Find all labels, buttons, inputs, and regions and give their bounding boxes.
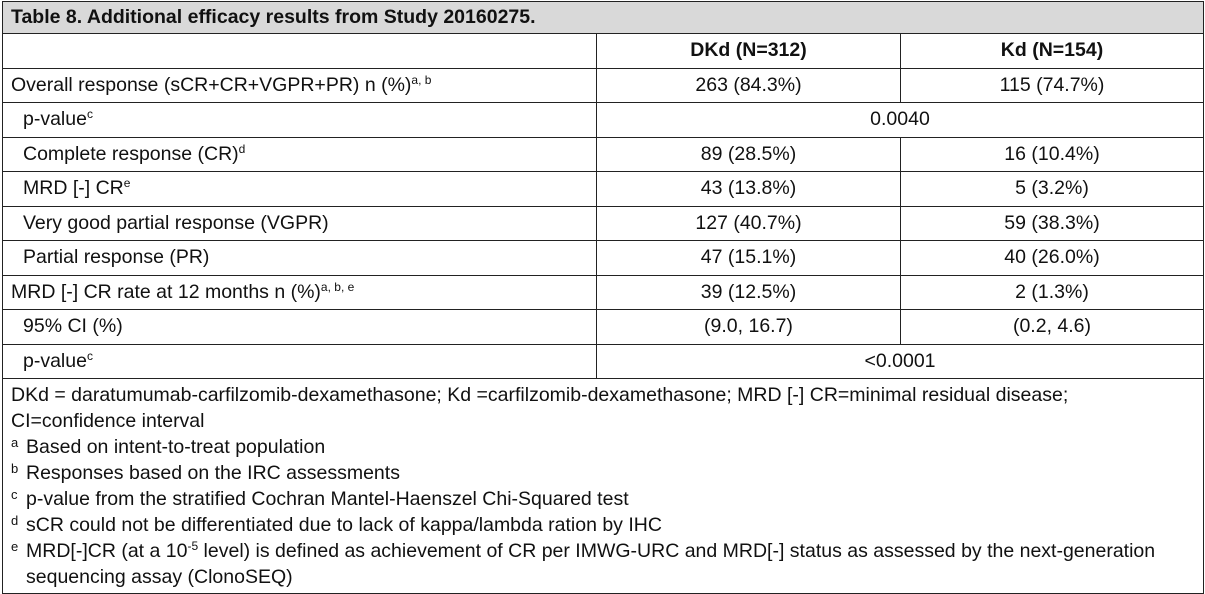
kd-cell: 5 (3.2%) (900, 171, 1204, 207)
table-row: Very good partial response (VGPR) 127 (4… (2, 205, 1204, 241)
table-row: p-valuec <0.0001 (2, 343, 1204, 379)
footnote-text: sCR could not be differentiated due to l… (26, 514, 662, 536)
row-label: Partial response (PR) (2, 240, 597, 276)
table-row: MRD [-] CRe 43 (13.8%) 5 (3.2%) (2, 171, 1204, 207)
footnote: b Responses based on the IRC assessments (11, 460, 1195, 486)
kd-cell: 40 (26.0%) (900, 240, 1204, 276)
merged-cell: <0.0001 (596, 343, 1204, 379)
row-label: MRD [-] CR rate at 12 months n (%)a, b, … (2, 274, 597, 310)
footnote-text: MRD[-]CR (at a 10-5 level) is defined as… (26, 539, 1156, 588)
table-row: MRD [-] CR rate at 12 months n (%)a, b, … (2, 274, 1204, 310)
table-row: Partial response (PR) 47 (15.1%) 40 (26.… (2, 240, 1204, 276)
dkd-cell: (9.0, 16.7) (596, 309, 901, 345)
kd-cell: 115 (74.7%) (900, 67, 1204, 103)
row-label: Complete response (CR)d (2, 136, 597, 172)
notes-row: DKd = daratumumab-carfilzomib-dexamethas… (2, 378, 1204, 594)
footnote: a Based on intent-to-treat population (11, 434, 1195, 460)
dkd-cell: 47 (15.1%) (596, 240, 901, 276)
footnote: d sCR could not be differentiated due to… (11, 512, 1195, 538)
table-notes: DKd = daratumumab-carfilzomib-dexamethas… (2, 378, 1204, 594)
footnote-mark: a (11, 435, 19, 450)
dkd-cell: 263 (84.3%) (596, 67, 901, 103)
row-label: p-valuec (2, 343, 597, 379)
table-row: Overall response (sCR+CR+VGPR+PR) n (%)a… (2, 67, 1204, 103)
footnote-mark: d (11, 513, 19, 528)
table-title: Table 8. Additional efficacy results fro… (2, 1, 1204, 34)
footnote-mark: b (11, 461, 19, 476)
header-kd: Kd (N=154) (900, 33, 1204, 69)
kd-cell: 16 (10.4%) (900, 136, 1204, 172)
dkd-cell: 43 (13.8%) (596, 171, 901, 207)
footnote: c p-value from the stratified Cochran Ma… (11, 486, 1195, 512)
table-row: p-valuec 0.0040 (2, 102, 1204, 138)
kd-cell: 2 (1.3%) (900, 274, 1204, 310)
dkd-cell: 39 (12.5%) (596, 274, 901, 310)
dkd-cell: 127 (40.7%) (596, 205, 901, 241)
header-row: DKd (N=312) Kd (N=154) (2, 33, 1204, 69)
merged-cell: 0.0040 (596, 102, 1204, 138)
footnote: e MRD[-]CR (at a 10-5 level) is defined … (11, 538, 1195, 590)
footnote-mark: e (11, 539, 19, 554)
row-label: MRD [-] CRe (2, 171, 597, 207)
kd-cell: 59 (38.3%) (900, 205, 1204, 241)
header-dkd: DKd (N=312) (596, 33, 901, 69)
table-row: 95% CI (%) (9.0, 16.7) (0.2, 4.6) (2, 309, 1204, 345)
row-label: p-valuec (2, 102, 597, 138)
footnote-text: p-value from the stratified Cochran Mant… (26, 488, 629, 510)
footnote-text: Responses based on the IRC assessments (26, 462, 400, 484)
row-label: Overall response (sCR+CR+VGPR+PR) n (%)a… (2, 67, 597, 103)
abbreviations: DKd = daratumumab-carfilzomib-dexamethas… (11, 384, 1069, 432)
kd-cell: (0.2, 4.6) (900, 309, 1204, 345)
table-row: Complete response (CR)d 89 (28.5%) 16 (1… (2, 136, 1204, 172)
dkd-cell: 89 (28.5%) (596, 136, 901, 172)
footnote-text: Based on intent-to-treat population (26, 436, 326, 458)
row-label: 95% CI (%) (2, 309, 597, 345)
row-label: Very good partial response (VGPR) (2, 205, 597, 241)
footnote-mark: c (11, 487, 18, 502)
header-empty (2, 33, 597, 69)
title-row: Table 8. Additional efficacy results fro… (2, 1, 1204, 34)
